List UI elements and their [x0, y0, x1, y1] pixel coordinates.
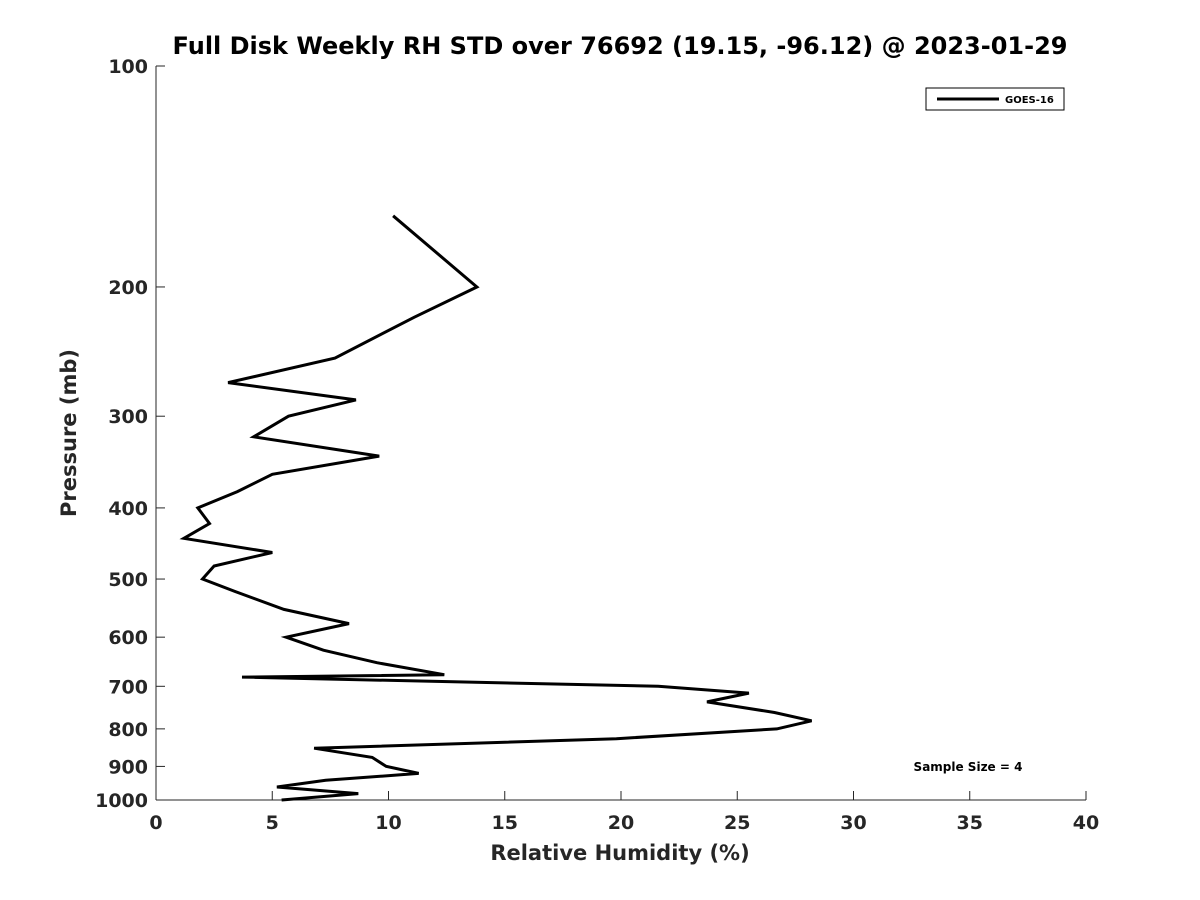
x-tick-label: 0 [149, 812, 162, 834]
y-tick-label: 500 [108, 569, 148, 591]
x-tick-label: 20 [608, 812, 634, 834]
chart-title: Full Disk Weekly RH STD over 76692 (19.1… [173, 32, 1068, 60]
y-tick-label: 900 [108, 756, 148, 778]
x-tick-label: 15 [492, 812, 518, 834]
y-tick-label: 300 [108, 406, 148, 428]
y-axis-label: Pressure (mb) [57, 349, 81, 517]
x-tick-label: 5 [266, 812, 279, 834]
y-tick-label: 800 [108, 719, 148, 741]
y-tick-label: 700 [108, 676, 148, 698]
x-tick-label: 35 [957, 812, 983, 834]
x-tick-label: 25 [724, 812, 750, 834]
y-tick-label: 100 [108, 56, 148, 78]
x-axis-label: Relative Humidity (%) [490, 841, 749, 865]
x-tick-label: 40 [1073, 812, 1099, 834]
y-tick-label: 200 [108, 277, 148, 299]
y-tick-label: 400 [108, 498, 148, 520]
sample-size-annotation: Sample Size = 4 [914, 760, 1023, 774]
y-tick-label: 600 [108, 627, 148, 649]
series-line-goes-16 [179, 214, 812, 802]
x-tick-label: 30 [840, 812, 866, 834]
axis-ticks: 0 5 10 15 20 25 30 35 40 100 200 300 400 500 600 700 800… [95, 56, 1099, 834]
legend: GOES-16 [925, 87, 1065, 111]
legend-label-goes-16: GOES-16 [1005, 95, 1054, 106]
x-tick-label: 10 [375, 812, 401, 834]
series-layer [179, 214, 812, 802]
y-tick-label: 1000 [95, 790, 148, 812]
plot-axes [155, 66, 1086, 801]
